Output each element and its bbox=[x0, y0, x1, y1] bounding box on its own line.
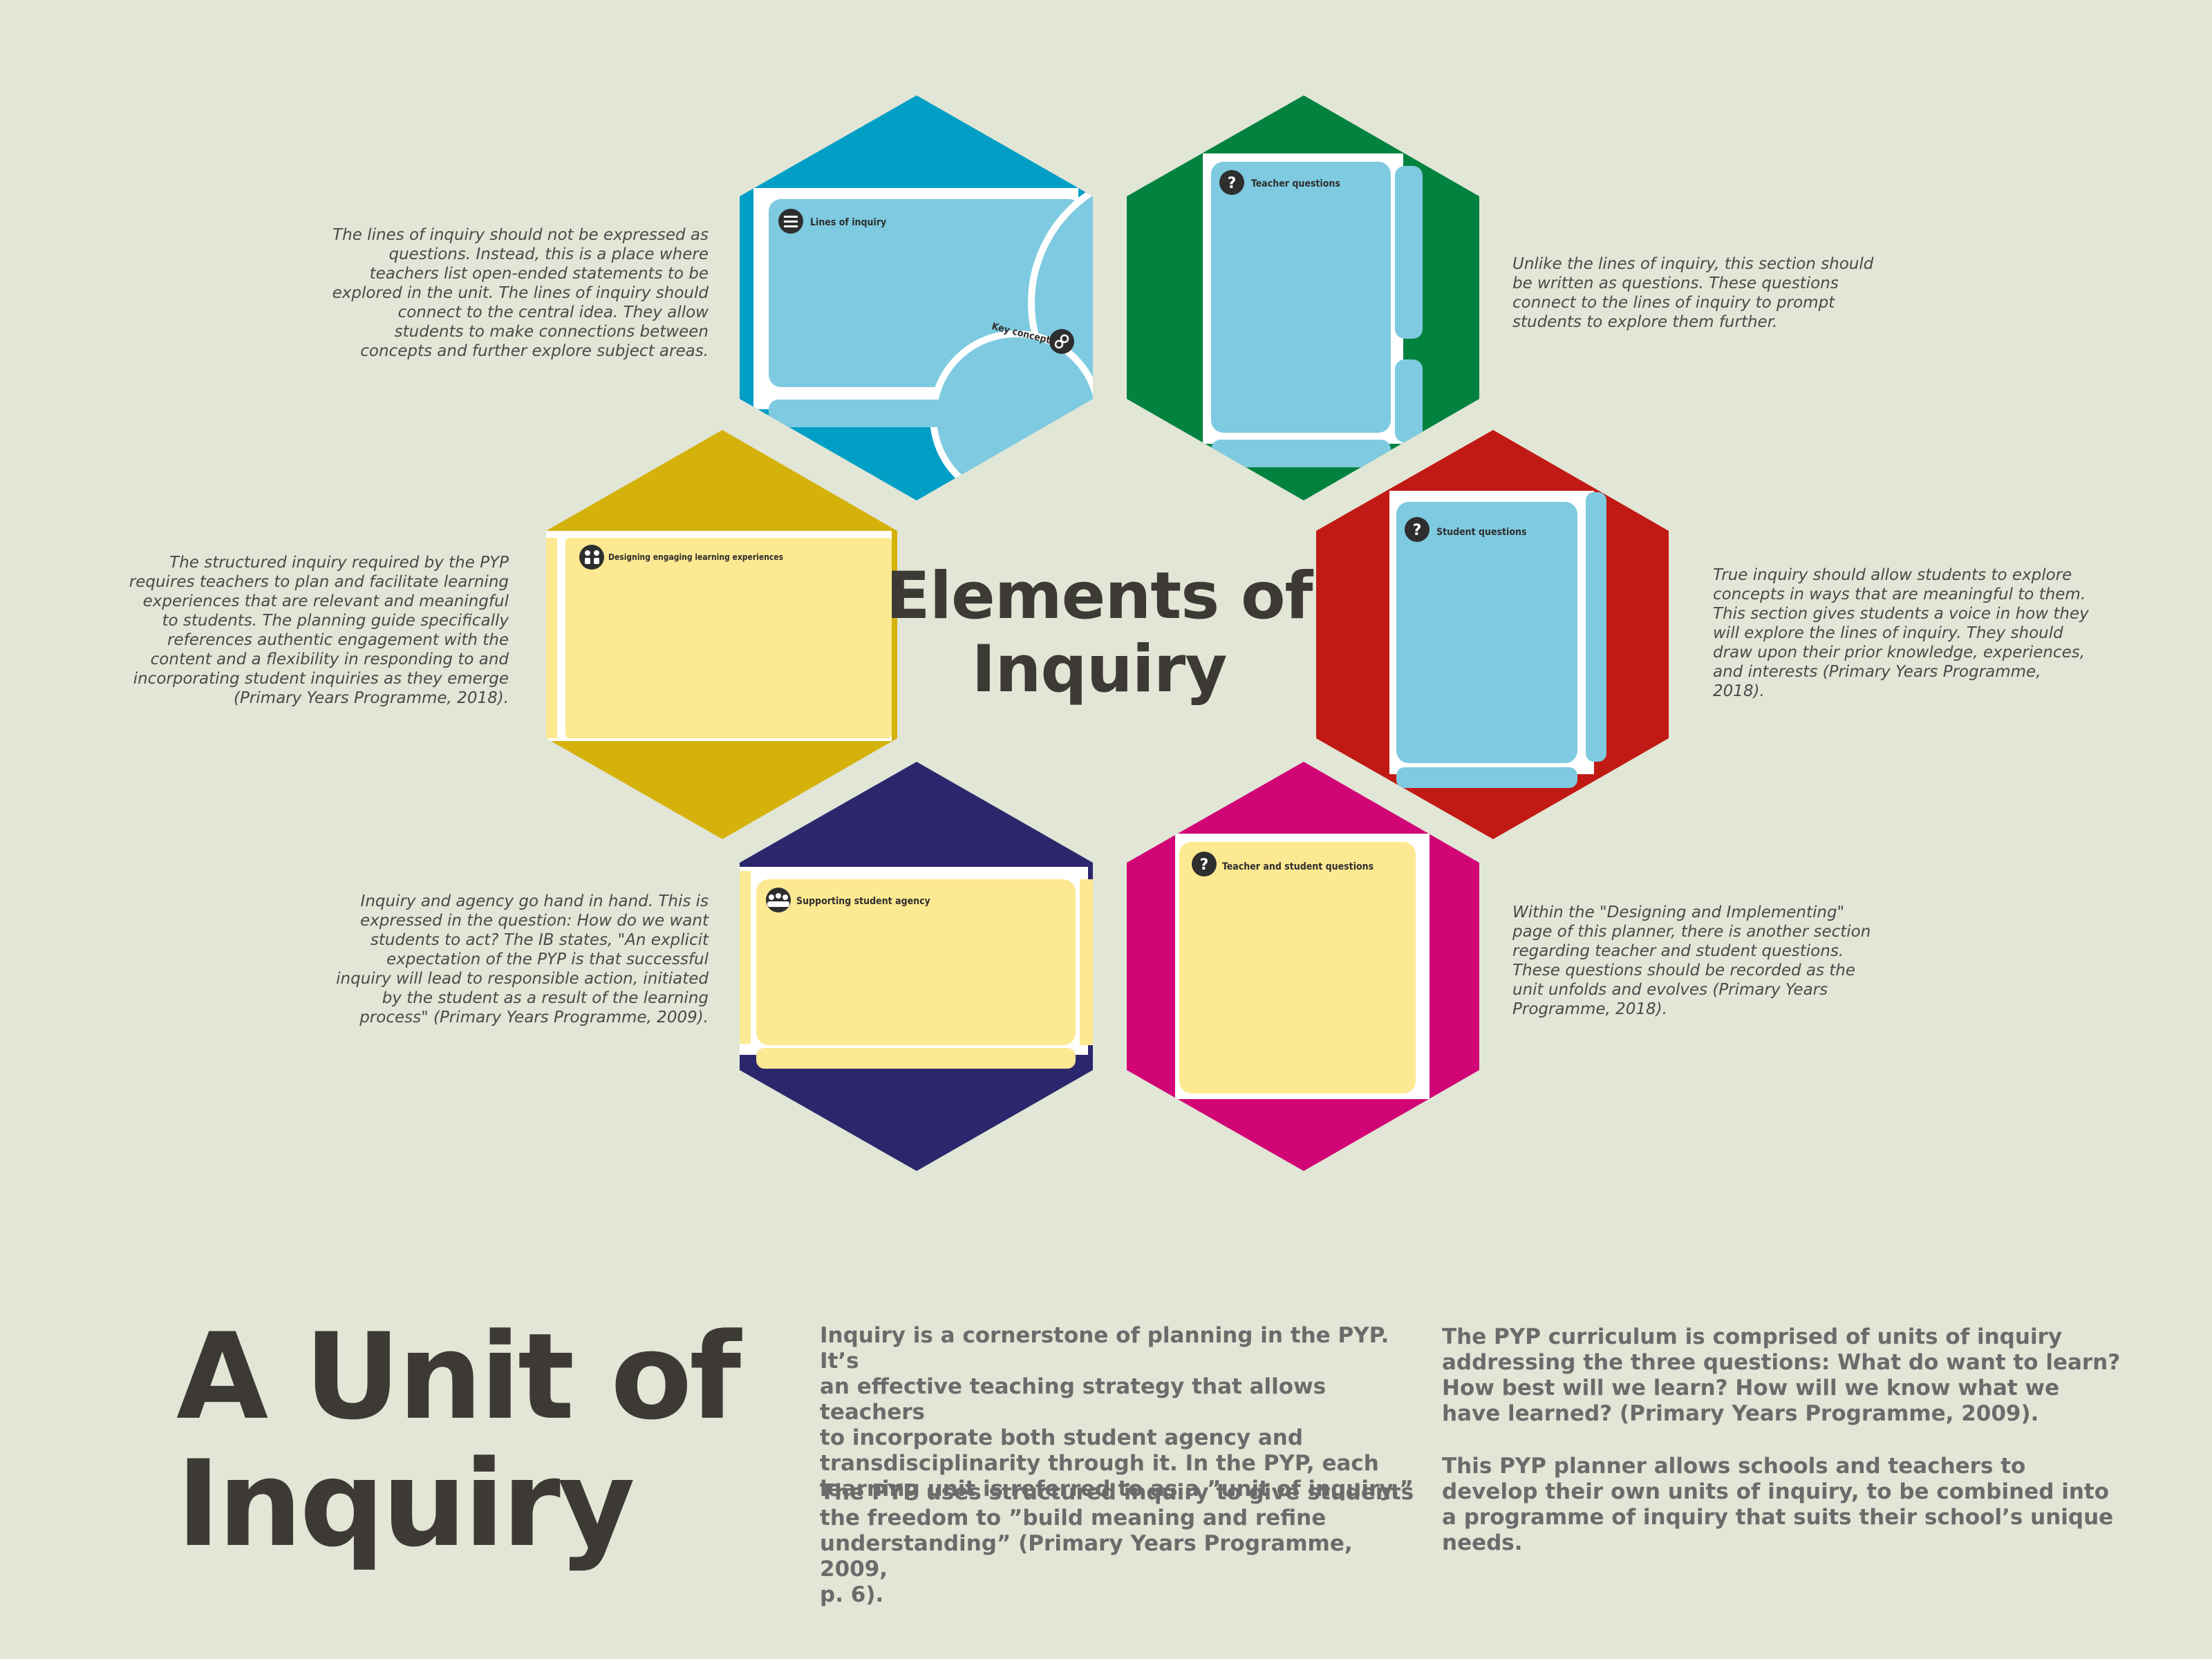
panel-card-strip bbox=[756, 1048, 1076, 1069]
people-icon bbox=[579, 545, 604, 570]
panel-label: Teacher questions bbox=[1251, 178, 1340, 189]
panel-card-edge bbox=[1395, 166, 1423, 339]
group-icon-head bbox=[782, 894, 788, 900]
hex-designing: Designing engaging learning experiences bbox=[546, 430, 897, 839]
unit-of-inquiry-title: A Unit of Inquiry bbox=[176, 1307, 741, 1573]
panel-card-edge bbox=[546, 538, 557, 738]
note-teacher-questions: Unlike the lines of inquiry, this sectio… bbox=[1512, 255, 1874, 331]
question-icon bbox=[1219, 170, 1244, 195]
menu-icon-line bbox=[784, 225, 798, 227]
people-icon-head bbox=[594, 550, 599, 556]
panel-card-edge bbox=[1080, 879, 1093, 1045]
hex-supporting-agency: Supporting student agency bbox=[740, 762, 1093, 1171]
note-lines-of-inquiry: The lines of inquiry should not be expre… bbox=[332, 226, 709, 360]
hex-student-questions: ? Student questions bbox=[1316, 430, 1669, 839]
question-icon bbox=[1192, 852, 1217, 877]
panel-card bbox=[565, 538, 892, 738]
panel-card-edge bbox=[1586, 492, 1606, 762]
panel-label: Student questions bbox=[1436, 527, 1526, 538]
panel-card-strip bbox=[1396, 767, 1577, 788]
panel-card bbox=[1179, 842, 1416, 1094]
hex-lines-of-inquiry: Lines of inquiry Key concepts bbox=[740, 95, 1093, 500]
panel-card bbox=[1396, 502, 1577, 763]
panel-card bbox=[756, 879, 1076, 1045]
intro-paragraph-1: Inquiry is a cornerstone of planning in … bbox=[820, 1323, 1414, 1501]
group-icon-head bbox=[769, 894, 774, 900]
link-icon-ring bbox=[1060, 334, 1069, 344]
panel-card-edge bbox=[740, 871, 751, 1044]
menu-icon-line bbox=[784, 216, 798, 218]
panel-label: Supporting student agency bbox=[796, 896, 930, 907]
diagram-title: Elements of Inquiry bbox=[885, 559, 1313, 707]
note-student-questions: True inquiry should allow students to ex… bbox=[1713, 566, 2089, 700]
panel-card-strip bbox=[1211, 440, 1391, 467]
panel-card bbox=[1211, 162, 1391, 433]
people-icon-body bbox=[585, 558, 590, 564]
hex-teacher-questions: ? Teacher questions bbox=[1127, 95, 1479, 500]
curriculum-paragraph-1: The PYP curriculum is comprised of units… bbox=[1442, 1324, 2121, 1426]
panel-label: Designing engaging learning experiences bbox=[608, 552, 783, 562]
panel-card-strip bbox=[769, 400, 976, 427]
panel-card-edge bbox=[1395, 359, 1423, 442]
people-icon-head bbox=[585, 550, 590, 556]
menu-icon-line bbox=[784, 221, 798, 223]
question-icon-glyph: ? bbox=[1200, 856, 1209, 874]
hex-teacher-student-questions: ? Teacher and student questions bbox=[1127, 762, 1479, 1171]
link-icon-ring bbox=[1054, 339, 1064, 349]
curriculum-paragraph-2: This PYP planner allows schools and teac… bbox=[1442, 1454, 2114, 1555]
intro-paragraph-2: The PYP uses structured inquiry to give … bbox=[820, 1480, 1414, 1607]
question-icon-glyph: ? bbox=[1413, 522, 1422, 539]
group-icon-head bbox=[776, 893, 781, 899]
question-icon-glyph: ? bbox=[1228, 175, 1237, 192]
panel-label: Teacher and student questions bbox=[1222, 861, 1374, 872]
note-teacher-student-questions: Within the "Designing and Implementing" … bbox=[1512, 903, 1871, 1018]
group-icon-body bbox=[767, 901, 789, 907]
people-icon-body bbox=[594, 558, 599, 564]
note-supporting-agency: Inquiry and agency go hand in hand. This… bbox=[336, 892, 709, 1027]
note-designing: The structured inquiry required by the P… bbox=[129, 554, 509, 707]
panel-arc bbox=[1028, 168, 1093, 438]
panel-label: Lines of inquiry bbox=[810, 217, 886, 228]
question-icon bbox=[1405, 517, 1430, 542]
group-icon bbox=[766, 888, 791, 912]
